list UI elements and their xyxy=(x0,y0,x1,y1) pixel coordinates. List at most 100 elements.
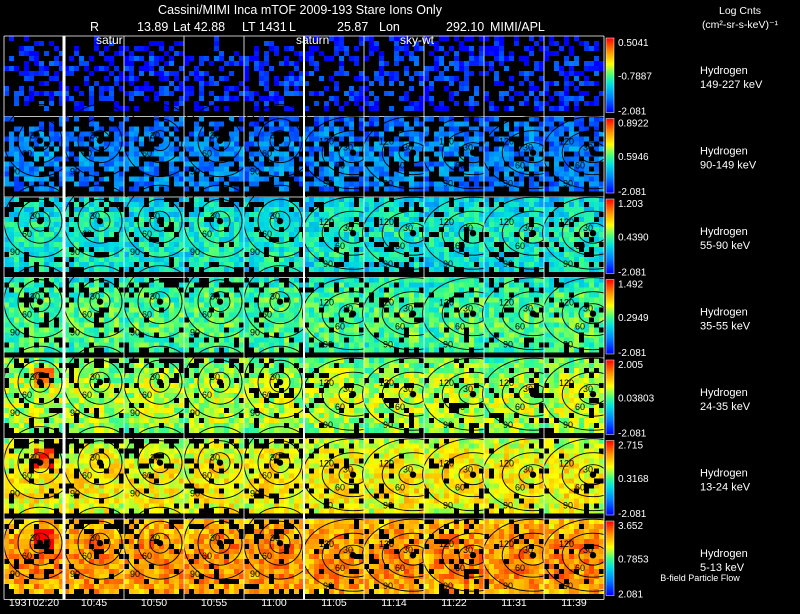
heatmap-cell xyxy=(189,152,194,157)
heatmap-cell xyxy=(169,152,174,157)
heatmap-cell xyxy=(474,56,479,61)
heatmap-cell xyxy=(224,86,229,91)
heatmap-cell xyxy=(449,323,454,328)
heatmap-cell xyxy=(339,338,344,343)
heatmap-cell xyxy=(159,86,164,91)
heatmap-cell xyxy=(24,66,29,71)
heatmap-cell xyxy=(589,66,594,71)
heatmap-cell xyxy=(159,348,164,353)
heatmap-cell xyxy=(114,101,119,106)
heatmap-cell xyxy=(424,257,429,262)
heatmap-cell xyxy=(129,81,134,86)
heatmap-cell xyxy=(509,283,514,288)
heatmap-cell xyxy=(144,167,149,172)
heatmap-cell xyxy=(359,207,364,212)
heatmap-cell xyxy=(259,81,264,86)
heatmap-cell xyxy=(179,66,184,71)
heatmap-cell xyxy=(509,237,514,242)
heatmap-cell xyxy=(279,96,284,101)
heatmap-cell xyxy=(104,177,109,182)
heatmap-cell xyxy=(489,217,494,222)
heatmap-cell xyxy=(594,71,599,76)
heatmap-cell xyxy=(454,147,459,152)
heatmap-cell xyxy=(484,46,489,51)
heatmap-cell xyxy=(374,278,379,283)
heatmap-cell xyxy=(374,323,379,328)
heatmap-cell xyxy=(459,283,464,288)
heatmap-cell xyxy=(329,36,334,41)
heatmap-cell xyxy=(344,343,349,348)
heatmap-cell xyxy=(294,137,299,142)
heatmap-cell xyxy=(369,101,374,106)
heatmap-cell xyxy=(119,162,124,167)
heatmap-cell xyxy=(349,122,354,127)
heatmap-cell xyxy=(429,298,434,303)
heatmap-cell xyxy=(324,101,329,106)
heatmap-cell xyxy=(354,46,359,51)
heatmap-cell xyxy=(239,81,244,86)
heatmap-cell xyxy=(489,46,494,51)
heatmap-cell xyxy=(289,308,294,313)
heatmap-cell xyxy=(114,147,119,152)
heatmap-cell xyxy=(369,333,374,338)
heatmap-cell xyxy=(319,313,324,318)
heatmap-cell xyxy=(234,147,239,152)
heatmap-cell xyxy=(39,152,44,157)
heatmap-cell xyxy=(139,177,144,182)
heatmap-cell xyxy=(214,96,219,101)
heatmap-cell xyxy=(539,137,544,142)
heatmap-cell xyxy=(339,127,344,132)
heatmap-cell xyxy=(189,293,194,298)
heatmap-cell xyxy=(279,237,284,242)
heatmap-cell xyxy=(599,61,604,66)
heatmap-cell xyxy=(334,177,339,182)
heatmap-cell xyxy=(124,328,129,333)
heatmap-cell xyxy=(349,333,354,338)
heatmap-cell xyxy=(269,96,274,101)
heatmap-cell xyxy=(484,91,489,96)
heatmap-cell xyxy=(189,232,194,237)
heatmap-cell xyxy=(194,262,199,267)
heatmap-cell xyxy=(189,142,194,147)
heatmap-cell xyxy=(239,91,244,96)
image-panel xyxy=(304,36,364,111)
heatmap-cell xyxy=(439,117,444,122)
heatmap-cell xyxy=(364,308,369,313)
heatmap-cell xyxy=(164,76,169,81)
heatmap-cell xyxy=(364,172,369,177)
heatmap-cell xyxy=(574,96,579,101)
heatmap-cell xyxy=(219,66,224,71)
heatmap-cell xyxy=(339,298,344,303)
heatmap-cell xyxy=(454,343,459,348)
heatmap-cell xyxy=(334,207,339,212)
heatmap-cell xyxy=(144,323,149,328)
heatmap-cell xyxy=(439,232,444,237)
heatmap-cell xyxy=(464,66,469,71)
heatmap-cell xyxy=(124,46,129,51)
heatmap-cell xyxy=(504,278,509,283)
heatmap-cell xyxy=(39,348,44,353)
heatmap-cell xyxy=(454,257,459,262)
heatmap-cell xyxy=(549,96,554,101)
heatmap-cell xyxy=(544,117,549,122)
heatmap-cell xyxy=(204,212,209,217)
heatmap-cell xyxy=(574,152,579,157)
heatmap-cell xyxy=(179,41,184,46)
heatmap-cell xyxy=(274,313,279,318)
heatmap-cell xyxy=(444,288,449,293)
heatmap-cell xyxy=(434,247,439,252)
heatmap-cell xyxy=(454,303,459,308)
heatmap-cell xyxy=(154,328,159,333)
heatmap-cell xyxy=(444,247,449,252)
heatmap-cell xyxy=(579,41,584,46)
contour-label: 30 xyxy=(403,143,413,153)
heatmap-cell xyxy=(564,167,569,172)
heatmap-cell xyxy=(479,36,484,41)
heatmap-cell xyxy=(149,66,154,71)
heatmap-cell xyxy=(234,278,239,283)
heatmap-cell xyxy=(54,132,59,137)
heatmap-cell xyxy=(454,222,459,227)
heatmap-cell xyxy=(474,137,479,142)
heatmap-cell xyxy=(389,308,394,313)
heatmap-cell xyxy=(594,66,599,71)
